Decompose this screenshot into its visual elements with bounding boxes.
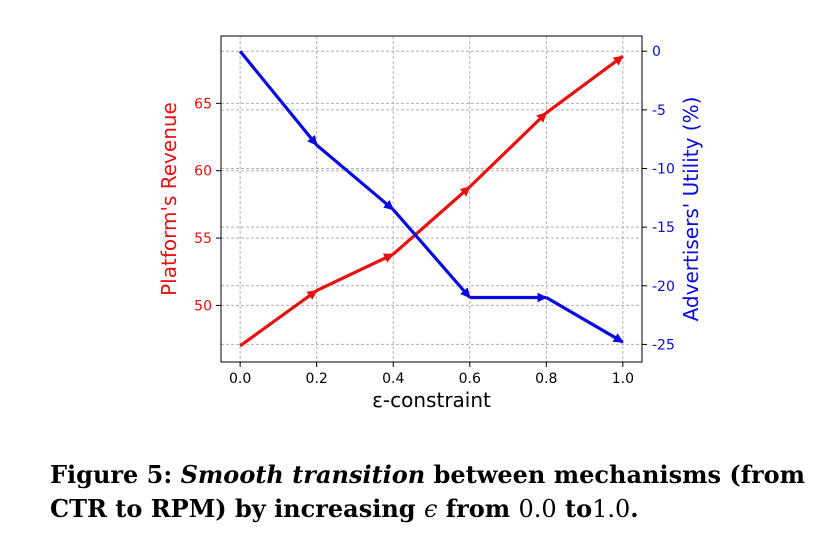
caption-epsilon: ϵ bbox=[423, 495, 438, 523]
utility-series bbox=[238, 50, 624, 344]
x-tick-label: 0.6 bbox=[459, 371, 481, 387]
series-segment bbox=[315, 252, 395, 293]
series-segment bbox=[238, 50, 318, 147]
caption-italic: Smooth transition bbox=[180, 460, 426, 489]
plot-frame bbox=[220, 35, 643, 363]
caption-to-value: 1.0 bbox=[592, 495, 630, 523]
revenue-series bbox=[239, 54, 624, 348]
grid bbox=[221, 36, 642, 362]
right-axis-label: Advertisers' Utility (%) bbox=[679, 97, 703, 322]
right-tick-label: -20 bbox=[652, 279, 675, 295]
caption-to-number: 1.0 bbox=[592, 495, 631, 523]
series-segment bbox=[239, 289, 318, 348]
x-tick-label: 1.0 bbox=[612, 371, 634, 387]
series-segment bbox=[545, 54, 624, 115]
right-tick-label: -10 bbox=[652, 162, 675, 178]
right-tick-label: -15 bbox=[652, 220, 675, 236]
x-tick-label: 0.8 bbox=[535, 371, 557, 387]
caption-from-value: 0.0 bbox=[518, 495, 557, 523]
right-tick-label: -5 bbox=[652, 103, 666, 119]
left-axis: 50 55 60 65 bbox=[194, 96, 221, 314]
left-tick-label: 60 bbox=[194, 164, 212, 180]
x-tick-label: 0.0 bbox=[229, 371, 251, 387]
right-axis: 0 -5 -10 -15 -20 -25 bbox=[642, 44, 675, 353]
series-segment bbox=[392, 185, 471, 256]
x-axis: 0.0 0.2 0.4 0.6 0.8 1.0 bbox=[229, 362, 634, 387]
left-tick-label: 50 bbox=[194, 298, 212, 314]
left-tick-label: 55 bbox=[194, 231, 212, 247]
caption-text2: from bbox=[445, 494, 511, 523]
x-tick-label: 0.2 bbox=[306, 371, 328, 387]
caption-text1: between mechanisms (from CTR to RPM) by … bbox=[50, 460, 806, 523]
right-tick-label: 0 bbox=[652, 44, 661, 60]
left-axis-label: Platform's Revenue bbox=[157, 102, 181, 296]
caption-end: . bbox=[630, 494, 639, 523]
figure-caption: Figure 5: Smooth transition between mech… bbox=[50, 458, 830, 526]
series-segment bbox=[392, 208, 471, 299]
x-axis-label: ε-constraint bbox=[372, 388, 491, 412]
series-segment bbox=[545, 296, 624, 344]
right-tick-label: -25 bbox=[652, 337, 675, 353]
x-tick-label: 0.4 bbox=[382, 371, 404, 387]
series-segment bbox=[468, 111, 548, 189]
series-segment bbox=[315, 143, 395, 211]
chart: 0.0 0.2 0.4 0.6 0.8 1.0 50 55 60 65 0 -5 -10 -15 -20… bbox=[157, 35, 703, 412]
caption-text3: to bbox=[565, 494, 593, 523]
left-tick-label: 65 bbox=[194, 96, 212, 112]
caption-prefix: Figure 5: bbox=[50, 460, 173, 489]
